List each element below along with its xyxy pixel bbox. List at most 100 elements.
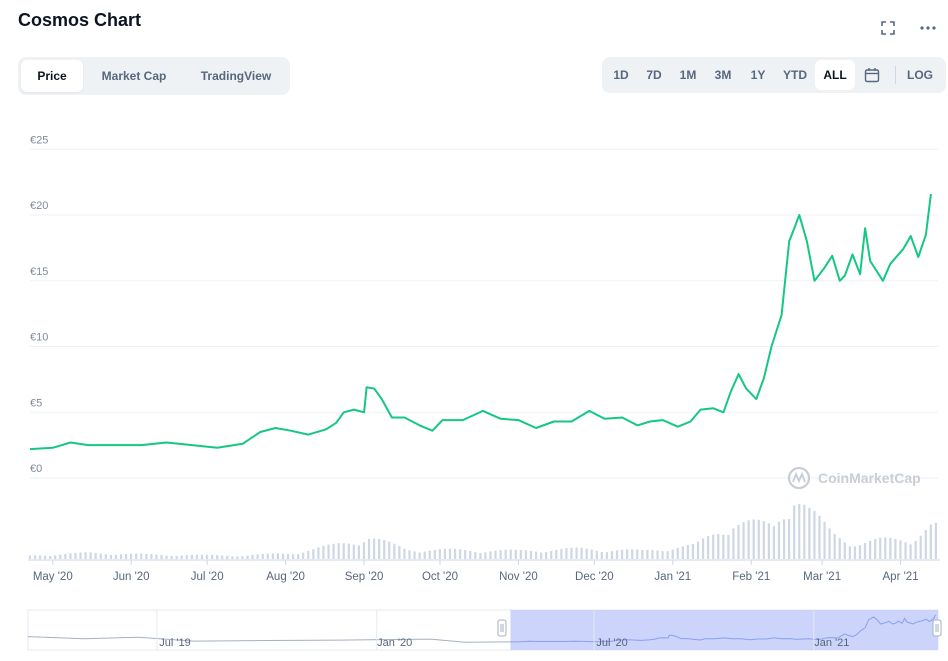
- x-tick-label: Mar '21: [803, 571, 841, 583]
- calendar-glyph: [864, 68, 880, 83]
- volume-bar: [555, 549, 558, 559]
- volume-bar: [934, 522, 937, 559]
- volume-bar: [742, 522, 745, 559]
- volume-bar: [626, 549, 629, 559]
- volume-bar: [712, 534, 715, 559]
- volume-bar: [757, 519, 760, 559]
- volume-bar: [676, 547, 679, 559]
- volume-bar: [605, 552, 609, 559]
- log-scale-toggle[interactable]: LOG: [907, 68, 933, 82]
- volume-bar: [793, 505, 796, 559]
- navigator-labels: Jul '19 Jan '20 Jul '20 Jan '21: [156, 610, 849, 650]
- volume-bar: [281, 553, 285, 559]
- y-tick-label: €0: [30, 463, 42, 475]
- volume-bar: [615, 550, 619, 559]
- y-tick-label: €15: [30, 266, 48, 278]
- volume-bar: [823, 521, 826, 559]
- range-1d[interactable]: 1D: [613, 68, 629, 82]
- volume-bar: [651, 550, 654, 559]
- volume-bar: [874, 539, 877, 559]
- volume-bar: [884, 537, 887, 559]
- range-all[interactable]: ALL: [815, 60, 855, 90]
- tab-price[interactable]: Price: [21, 60, 83, 92]
- volume-bar: [246, 555, 249, 559]
- volume-bar: [479, 552, 482, 559]
- x-tick-label: Dec '20: [575, 571, 614, 583]
- fullscreen-icon[interactable]: [876, 16, 900, 40]
- volume-bar: [241, 556, 244, 559]
- volume-bar: [332, 543, 335, 559]
- navigator-handle-right[interactable]: [932, 619, 942, 637]
- tab-tradingview[interactable]: TradingView: [200, 69, 272, 83]
- volume-bar: [671, 549, 674, 559]
- volume-bar: [838, 538, 841, 559]
- volume-bar: [140, 553, 143, 559]
- volume-bar: [914, 541, 917, 559]
- volume-bar: [656, 550, 659, 559]
- volume-bar: [302, 552, 305, 559]
- x-tick-label: Nov '20: [499, 571, 538, 583]
- range-1y[interactable]: 1Y: [750, 68, 766, 82]
- volume-bar: [165, 555, 168, 559]
- volume-bar: [509, 549, 512, 559]
- volume-bar: [590, 549, 593, 559]
- volume-bar: [352, 544, 355, 559]
- volume-bar: [529, 550, 533, 559]
- volume-bar: [904, 542, 907, 559]
- volume-bar: [393, 543, 396, 559]
- volume-bar: [580, 547, 583, 559]
- volume-bar: [519, 549, 522, 559]
- volume-bar: [54, 555, 57, 559]
- volume-bar: [145, 553, 148, 559]
- x-tick-label: Feb '21: [732, 571, 770, 583]
- volume-bar: [99, 553, 102, 559]
- volume-bar: [833, 533, 836, 559]
- navigator-selection[interactable]: [510, 610, 938, 650]
- volume-bar: [560, 548, 563, 559]
- volume-bar: [889, 537, 892, 559]
- volume-bar: [717, 534, 720, 559]
- volume-bar: [438, 549, 441, 559]
- volume-bar: [170, 556, 173, 559]
- volume-bar: [64, 553, 67, 559]
- range-ytd[interactable]: YTD: [783, 68, 807, 82]
- volume-bar: [94, 552, 97, 559]
- x-tick-label: Sep '20: [345, 571, 384, 583]
- volume-bar: [803, 504, 806, 559]
- volume-bar: [408, 550, 411, 559]
- volume-bar: [38, 555, 42, 559]
- volume-bar: [762, 521, 765, 559]
- navigator-handle-left[interactable]: [497, 619, 507, 637]
- calendar-icon[interactable]: [855, 60, 889, 90]
- volume-bar: [919, 535, 922, 559]
- more-options-icon[interactable]: [916, 16, 940, 40]
- tab-market-cap[interactable]: Market Cap: [101, 69, 167, 83]
- volume-bar: [585, 548, 588, 559]
- x-tick-label: May '20: [33, 571, 73, 583]
- volume-bar: [251, 554, 254, 559]
- volume-bar: [180, 555, 183, 559]
- range-1m[interactable]: 1M: [679, 68, 697, 82]
- range-navigator[interactable]: Jul '19 Jan '20 Jul '20 Jan '21: [27, 609, 942, 651]
- volume-bar: [221, 555, 224, 559]
- volume-bar: [297, 554, 300, 559]
- y-axis-labels: €0 €5 €10 €15 €20 €25: [30, 134, 48, 475]
- volume-bar: [772, 526, 776, 559]
- coinmarketcap-watermark: CoinMarketCap: [787, 466, 921, 490]
- y-tick-label: €20: [30, 200, 48, 212]
- volume-bar: [413, 551, 416, 559]
- volume-bar: [464, 550, 467, 559]
- navigator-line-selected: [510, 614, 937, 643]
- volume-bar: [681, 546, 684, 559]
- volume-bar: [205, 554, 209, 559]
- volume-bar: [788, 519, 791, 559]
- volume-bar: [858, 545, 862, 559]
- volume-bar: [843, 542, 846, 559]
- volume-bar: [155, 554, 158, 559]
- volume-bar: [418, 552, 421, 559]
- y-tick-label: €5: [30, 397, 42, 409]
- volume-bar: [150, 554, 153, 559]
- range-3m[interactable]: 3M: [714, 68, 732, 82]
- range-7d[interactable]: 7D: [646, 68, 662, 82]
